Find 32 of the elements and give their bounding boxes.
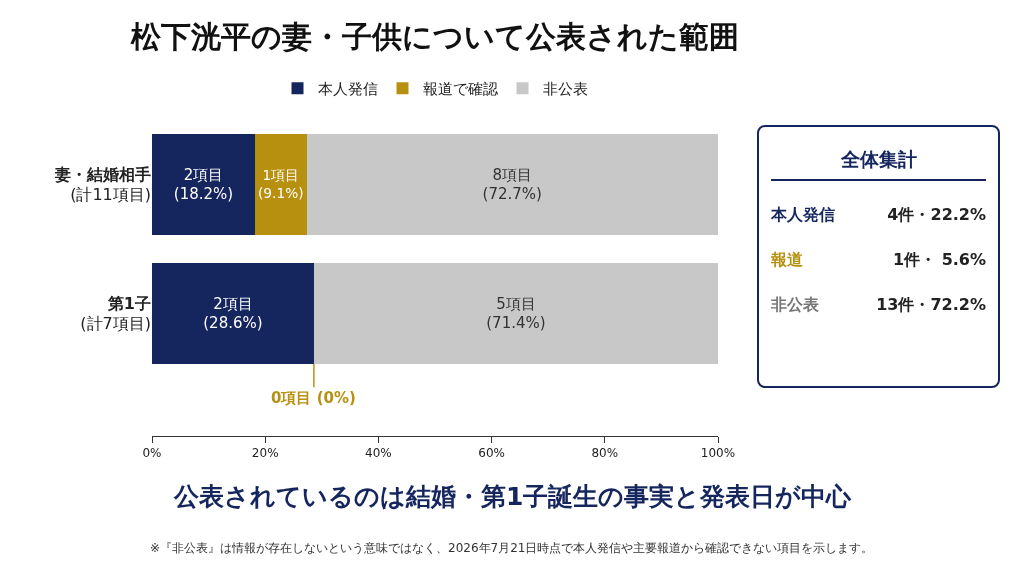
x-tick-label: 80% <box>591 446 619 461</box>
text: 報道 <box>771 250 803 271</box>
annotation: 0項目 (0%) <box>271 389 356 407</box>
data-label: 2項目 (18.2%) <box>173 165 234 204</box>
legend-label: 報道で確認 <box>422 80 498 98</box>
legend-label: 本人発信 <box>317 80 378 98</box>
text: 13件・72.2% <box>876 295 986 316</box>
text: 公表されているのは結婚・第1子誕生の事実と発表日が中心 <box>173 482 853 511</box>
data-label: 2項目 (28.6%) <box>203 294 263 333</box>
x-tick-label: 100% <box>700 446 736 461</box>
text: 非公表 <box>771 295 819 316</box>
x-tick-label: 0% <box>142 446 162 461</box>
bar <box>306 134 718 235</box>
bar <box>255 134 307 235</box>
text: ※『非公表』は情報が存在しないという意味ではなく、2026年7月21日時点で本人発信や主要報道から確認できない項目を示します。 <box>150 541 874 555</box>
x-tick-label: 40% <box>365 446 392 461</box>
x-tick-label: 20% <box>251 446 279 461</box>
y-tick-label: 第1子 (計7項目) <box>80 293 151 334</box>
legend-label: 非公表 <box>542 80 588 98</box>
text: 全体集計 <box>771 147 986 181</box>
text: 1件・ 5.6% <box>892 250 986 271</box>
x-tick-label: 60% <box>478 446 505 461</box>
data-label: 5項目 (71.4%) <box>486 294 546 333</box>
data-label: 8項目 (72.7%) <box>482 165 542 204</box>
text: 4件・22.2% <box>887 205 986 226</box>
bar <box>152 263 314 364</box>
y-tick-label: 妻・結婚相手 (計11項目) <box>54 164 151 205</box>
bar <box>313 263 718 364</box>
text: 本人発信 <box>771 205 835 226</box>
chart-title: 松下洸平の妻・子供について公表された範囲 <box>130 18 739 54</box>
data-label: 1項目 (9.1%) <box>258 167 304 201</box>
bar <box>152 134 256 235</box>
